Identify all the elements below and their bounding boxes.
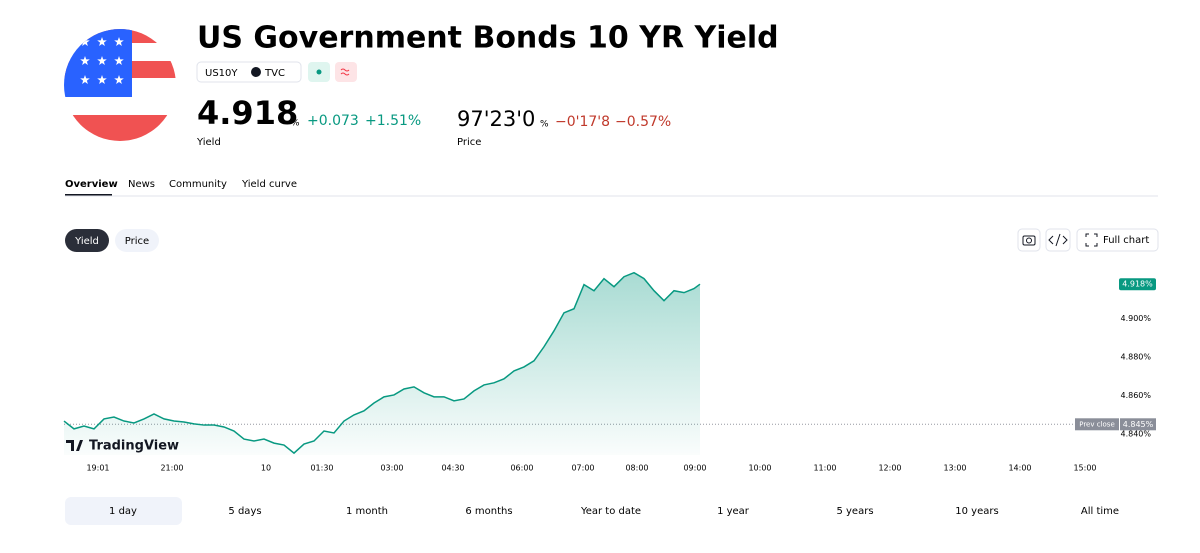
title: US Government Bonds 10 YR Yield (197, 21, 779, 56)
snapshot-button[interactable] (1017, 228, 1041, 252)
x-tick-label: 09:00 (683, 464, 706, 473)
y-tick-label: 4.900% (1120, 314, 1151, 323)
yield-value: 4.918 (197, 94, 298, 132)
toggle-yield[interactable] (65, 229, 109, 252)
x-tick-label: 19:01 (86, 464, 109, 473)
price-value: 97'23'0 (457, 107, 535, 131)
range-option[interactable]: Year to date (580, 506, 641, 517)
yield-change: +0.073 (307, 113, 359, 129)
range-option[interactable]: 1 year (717, 506, 750, 517)
x-tick-label: 13:00 (943, 464, 966, 473)
status-dot (316, 69, 322, 75)
range-bar: 1 day 5 days 1 month 6 months Year to date 1 … (65, 497, 1119, 525)
range-option[interactable]: 5 days (228, 506, 261, 517)
price-label: Price (457, 137, 481, 148)
symbol: US10Y (205, 68, 238, 79)
tab[interactable]: News (128, 179, 155, 190)
y-tick-label: 4.880% (1120, 353, 1151, 362)
range-selected[interactable] (65, 497, 182, 525)
x-tick-label: 10 (261, 464, 271, 473)
watermark: TradingView (89, 439, 179, 454)
range-option[interactable]: 10 years (955, 506, 998, 517)
toggle-price[interactable] (115, 229, 159, 252)
toggle-price-label: Price (125, 236, 149, 247)
price-unit: % (540, 120, 549, 130)
last-value-tag (1119, 278, 1156, 291)
prev-close-value-tag (1120, 418, 1156, 431)
tab[interactable]: Overview (65, 179, 118, 190)
chart: 4.840% 4.860% 4.880% 4.900% 19:01 21:00 10 01:3… (63, 271, 1156, 473)
camera-lens (1026, 237, 1032, 244)
full-chart-icon (1085, 233, 1098, 247)
x-tick-label: 01:30 (310, 464, 333, 473)
exchange: TVC (264, 68, 285, 79)
delay-icon (340, 68, 350, 76)
camera-icon (1022, 235, 1036, 246)
x-tick-label: 03:00 (380, 464, 403, 473)
range-option[interactable]: 1 day (109, 506, 137, 517)
x-tick-label: 11:00 (813, 464, 836, 473)
exchange-icon (251, 67, 261, 77)
price-change: −0'17'8 (555, 114, 610, 130)
price-change-pct: −0.57% (615, 114, 671, 130)
area-fill (64, 272, 700, 455)
range-option[interactable]: 6 months (465, 506, 512, 517)
prev-close-tag (1075, 418, 1119, 431)
x-tick-label: 04:30 (441, 464, 464, 473)
tabs: Overview News Community Yield curve (65, 179, 297, 197)
prev-close-name: Prev close (1079, 420, 1115, 428)
range-option[interactable]: All time (1081, 506, 1119, 517)
tab-underline (65, 194, 112, 197)
delay-badge[interactable] (335, 62, 357, 82)
x-tick-label: 21:00 (160, 464, 183, 473)
x-tick-label: 06:00 (510, 464, 533, 473)
line (63, 271, 701, 455)
prev-close-value: 4.845% (1123, 420, 1154, 429)
watermark-icon (66, 440, 83, 451)
yield-unit: % (291, 119, 300, 129)
tab[interactable]: Yield curve (241, 179, 297, 190)
range-option[interactable]: 1 month (346, 506, 388, 517)
x-tick-label: 10:00 (748, 464, 771, 473)
embed-icon (1048, 233, 1068, 247)
yield-change-pct: +1.51% (365, 113, 421, 129)
toggle-yield-label: Yield (74, 236, 99, 247)
x-tick-label: 12:00 (878, 464, 901, 473)
yield-label: Yield (196, 137, 221, 148)
flag-icon (64, 29, 176, 141)
symbol-badge[interactable] (196, 61, 302, 83)
y-tick-label: 4.840% (1120, 429, 1151, 438)
x-tick-label: 08:00 (625, 464, 648, 473)
y-tick-label: 4.860% (1120, 391, 1151, 400)
x-tick-label: 15:00 (1073, 464, 1096, 473)
full-chart-label: Full chart (1103, 235, 1149, 246)
x-tick-label: 14:00 (1008, 464, 1031, 473)
last-value-label: 4.918% (1122, 280, 1153, 289)
tab[interactable]: Community (169, 179, 227, 190)
x-tick-label: 07:00 (571, 464, 594, 473)
range-option[interactable]: 5 years (836, 506, 873, 517)
